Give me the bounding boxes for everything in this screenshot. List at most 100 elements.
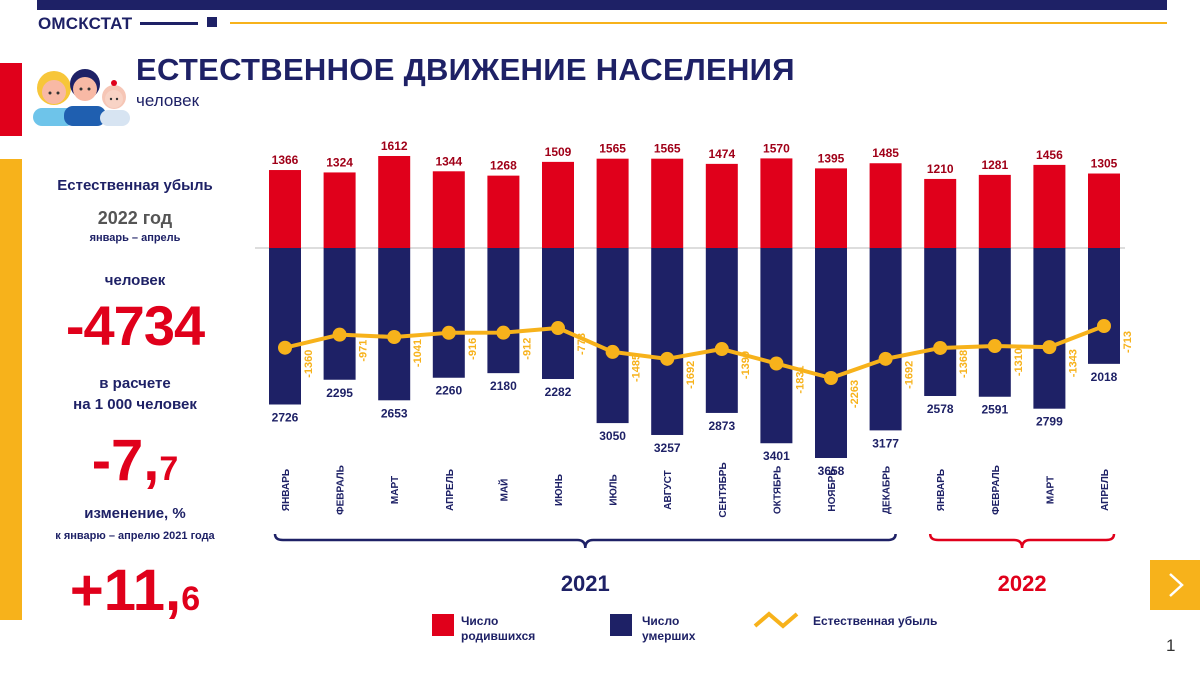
decline-data-label: -1343 [1067, 349, 1079, 377]
decline-point [1042, 340, 1057, 355]
month-tick-label: АВГУСТ [663, 470, 674, 509]
natural-decline-label: Естественная убыль [57, 177, 213, 194]
births-data-label: 1324 [326, 155, 353, 169]
decline-data-label: -1310 [1013, 348, 1025, 376]
brand-divider [140, 22, 198, 25]
chevron-right-icon [1169, 573, 1184, 597]
top-bar [37, 0, 1167, 10]
deaths-data-label: 2295 [326, 386, 353, 400]
deaths-data-label: 2282 [545, 385, 572, 399]
legend-decline-label: Естественная убыль [813, 614, 938, 628]
deaths-data-label: 3050 [599, 429, 626, 443]
page-title: ЕСТЕСТВЕННОЕ ДВИЖЕНИЕ НАСЕЛЕНИЯ [136, 52, 795, 87]
year-2022-label: 2022 [998, 571, 1047, 596]
births-bar [1088, 173, 1120, 248]
legend-deaths-label: Число умерших [642, 614, 695, 644]
decline-data-label: -1360 [303, 350, 315, 378]
births-bar [760, 158, 793, 248]
next-slide-button[interactable] [1150, 560, 1200, 610]
change-value-dec: 6 [181, 580, 201, 618]
population-chart: 1366 2726 ЯНВАРЬ 1324 2295 ФЕВРАЛЬ 1612 2653 МАР… [255, 139, 1134, 596]
decline-data-label: -1692 [904, 361, 916, 389]
deaths-bar [487, 248, 520, 374]
decline-data-label: -1485 [631, 354, 643, 382]
deaths-data-label: 2653 [381, 406, 408, 420]
decline-data-label: -1041 [412, 339, 424, 367]
births-bar [924, 178, 957, 248]
decline-data-label: -773 [576, 333, 588, 355]
rate-value: -7,7 [30, 427, 240, 494]
family-icon [33, 69, 130, 126]
deaths-bar [596, 248, 629, 424]
decline-data-label: -2263 [849, 380, 861, 408]
absolute-decline-value: -4734 [65, 294, 205, 357]
deaths-data-label: 2726 [272, 410, 299, 424]
deaths-bar [869, 248, 902, 431]
decline-point [769, 356, 784, 371]
births-bar [487, 175, 520, 248]
change-base-label: к январю – апрелю 2021 года [55, 530, 215, 542]
month-tick-label: ЯНВАРЬ [936, 469, 947, 511]
births-data-label: 1344 [435, 154, 462, 168]
decline-point [551, 321, 565, 336]
change-value: +11,6 [30, 557, 240, 624]
side-accent-red [0, 63, 22, 136]
deaths-data-label: 2018 [1091, 370, 1118, 384]
change-value-int: +11, [69, 558, 182, 623]
persons-label: человек [104, 272, 166, 289]
deaths-data-label: 2799 [1036, 415, 1063, 429]
period-label: январь – апрель [89, 232, 181, 244]
decline-point [387, 330, 402, 345]
rate-value-int: -7, [91, 428, 160, 493]
decline-point [660, 351, 675, 366]
births-data-label: 1395 [818, 151, 845, 165]
legend-births-swatch [432, 614, 454, 636]
month-tick-label: МАЙ [497, 479, 510, 502]
legend-births-label-1: Число [461, 614, 499, 628]
births-data-label: 1305 [1091, 157, 1118, 171]
births-bar [705, 163, 738, 248]
births-bar [1033, 164, 1066, 248]
decline-point [878, 351, 893, 366]
births-data-label: 1565 [654, 142, 681, 156]
births-data-label: 1456 [1036, 148, 1063, 162]
legend-deaths-swatch [610, 614, 632, 636]
births-data-label: 1612 [381, 139, 408, 153]
month-tick-label: ЯНВАРЬ [281, 469, 292, 511]
legend-births-label-2: родившихся [461, 629, 536, 643]
decline-data-label: -916 [467, 338, 479, 360]
legend-deaths-label-1: Число [642, 614, 680, 628]
deaths-bar [323, 248, 356, 380]
births-bar [596, 158, 629, 248]
deaths-data-label: 3177 [872, 436, 899, 450]
deaths-bar [378, 248, 411, 401]
deaths-bar [760, 248, 793, 444]
deaths-bar [1088, 248, 1120, 364]
page-number: 1 [1166, 636, 1176, 655]
births-bar [432, 171, 465, 248]
per-1000-label-line2: на 1 000 человек [73, 396, 197, 413]
year-2021-label: 2021 [561, 571, 610, 596]
legend-births-label: Число родившихся [461, 614, 535, 644]
month-tick-label: ФЕВРАЛЬ [336, 465, 347, 515]
header-rule [230, 22, 1167, 24]
decline-point [714, 342, 729, 357]
month-tick-label: АПРЕЛЬ [445, 469, 456, 511]
deaths-data-label: 2578 [927, 402, 954, 416]
legend-deaths-label-2: умерших [642, 629, 696, 643]
page-subtitle: человек [136, 91, 200, 110]
births-bar [269, 170, 301, 248]
decline-data-label: -1831 [794, 365, 806, 393]
month-tick-label: ФЕВРАЛЬ [991, 465, 1002, 515]
births-data-label: 1268 [490, 159, 517, 173]
deaths-data-label: 3401 [763, 449, 790, 463]
deaths-data-label: 2873 [708, 419, 735, 433]
month-tick-label: ИЮЛЬ [609, 474, 620, 505]
month-tick-label: ОКТЯБРЬ [772, 466, 783, 514]
deaths-bar [651, 248, 684, 435]
month-tick-label: ИЮНЬ [554, 474, 565, 506]
month-tick-label: СЕНТЯБРЬ [718, 462, 729, 517]
births-bar [651, 158, 684, 248]
decline-data-label: -971 [358, 340, 370, 362]
month-tick-label: АПРЕЛЬ [1100, 469, 1111, 511]
